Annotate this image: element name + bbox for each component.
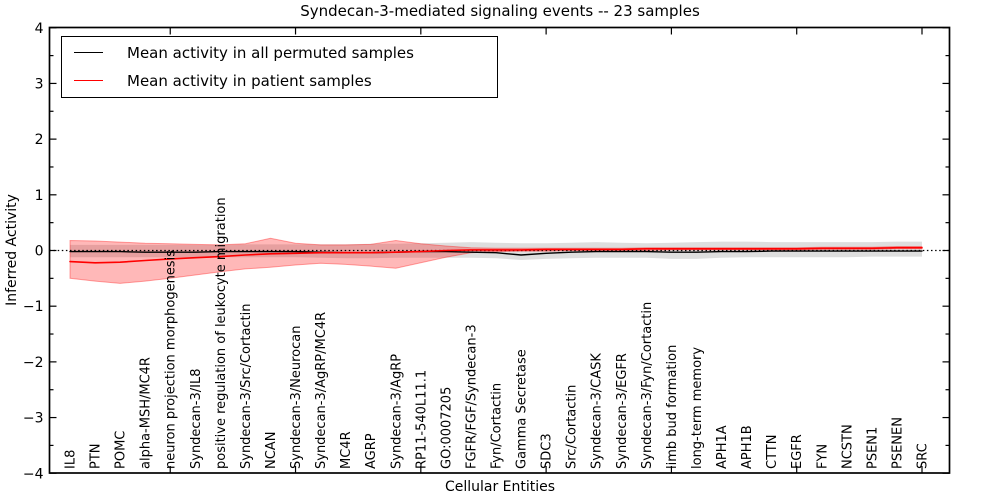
x-category-label: Fyn/Cortactin xyxy=(490,383,505,469)
x-category-label: MC4R xyxy=(339,431,354,469)
x-category-label: Syndecan-3/Src/Cortactin xyxy=(239,303,254,469)
x-category-label: NCAN xyxy=(264,432,279,469)
x-category-label: Gamma Secretase xyxy=(515,349,530,469)
x-category-label: FYN xyxy=(815,444,830,469)
x-category-label: Src/Cortactin xyxy=(565,385,580,469)
y-tick-label: 0 xyxy=(35,244,44,260)
chart-title: Syndecan-3-mediated signaling events -- … xyxy=(300,2,700,20)
x-category-label: AGRP xyxy=(364,433,379,469)
x-category-label: positive regulation of leukocyte migrati… xyxy=(214,197,229,469)
x-category-label: POMC xyxy=(114,431,129,469)
legend-line-permuted-icon xyxy=(74,52,103,53)
x-category-label: neuron projection morphogenesis xyxy=(164,250,179,469)
x-category-label: APH1B xyxy=(740,425,755,469)
y-tick-label: −2 xyxy=(23,355,44,371)
y-axis-label: Inferred Activity xyxy=(4,194,20,306)
x-category-label: SRC xyxy=(916,443,931,469)
y-tick-label: 2 xyxy=(35,132,44,148)
x-axis-label: Cellular Entities xyxy=(444,479,556,495)
x-category-label: APH1A xyxy=(715,425,730,469)
x-category-label: EGFR xyxy=(790,434,805,469)
y-tick-label: 4 xyxy=(35,21,44,37)
x-category-label: Syndecan-3/AgRP/MC4R xyxy=(314,312,329,469)
legend-line-patient-icon xyxy=(74,80,103,81)
x-category-label: limb bud formation xyxy=(665,345,680,469)
x-category-label: CTTN xyxy=(765,435,780,469)
legend-entry-patient: Mean activity in patient samples xyxy=(62,67,497,94)
x-category-label: Syndecan-3/Neurocan xyxy=(289,326,304,469)
x-category-label: Syndecan-3/AgRP xyxy=(389,354,404,469)
x-category-label: Syndecan-3/IL8 xyxy=(189,369,204,469)
x-category-label: Syndecan-3/Fyn/Cortactin xyxy=(640,302,655,469)
y-tick-label: −3 xyxy=(23,411,44,427)
x-category-label: RP11-540L11.1 xyxy=(414,370,429,469)
x-category-label: IL8 xyxy=(64,450,79,469)
legend-label-permuted: Mean activity in all permuted samples xyxy=(127,43,414,62)
legend-entry-permuted: Mean activity in all permuted samples xyxy=(62,39,497,66)
x-category-label: PTN xyxy=(89,443,104,469)
x-category-label: alpha-MSH/MC4R xyxy=(139,357,154,469)
x-category-label: SDC3 xyxy=(540,433,555,469)
x-category-label: GO:0007205 xyxy=(439,387,454,469)
legend-label-patient: Mean activity in patient samples xyxy=(127,71,372,90)
legend-box: Mean activity in all permuted samples Me… xyxy=(61,36,498,98)
x-category-label: FGFR/FGF/Syndecan-3 xyxy=(464,324,479,469)
y-tick-label: 1 xyxy=(35,188,44,204)
y-tick-label: 3 xyxy=(35,76,44,92)
x-category-label: Syndecan-3/CASK xyxy=(590,353,605,469)
y-tick-label: −4 xyxy=(23,466,44,482)
x-category-label: PSENEN xyxy=(890,417,905,469)
x-category-label: Syndecan-3/EGFR xyxy=(615,353,630,469)
permuted-mean-line xyxy=(69,250,923,256)
patient-mean-line xyxy=(69,246,923,264)
x-category-label: PSEN1 xyxy=(865,427,880,469)
x-category-label: NCSTN xyxy=(840,424,855,469)
x-category-label: long-term memory xyxy=(690,347,705,469)
permuted-confidence-band xyxy=(70,241,922,260)
y-tick-label: −1 xyxy=(23,299,44,315)
